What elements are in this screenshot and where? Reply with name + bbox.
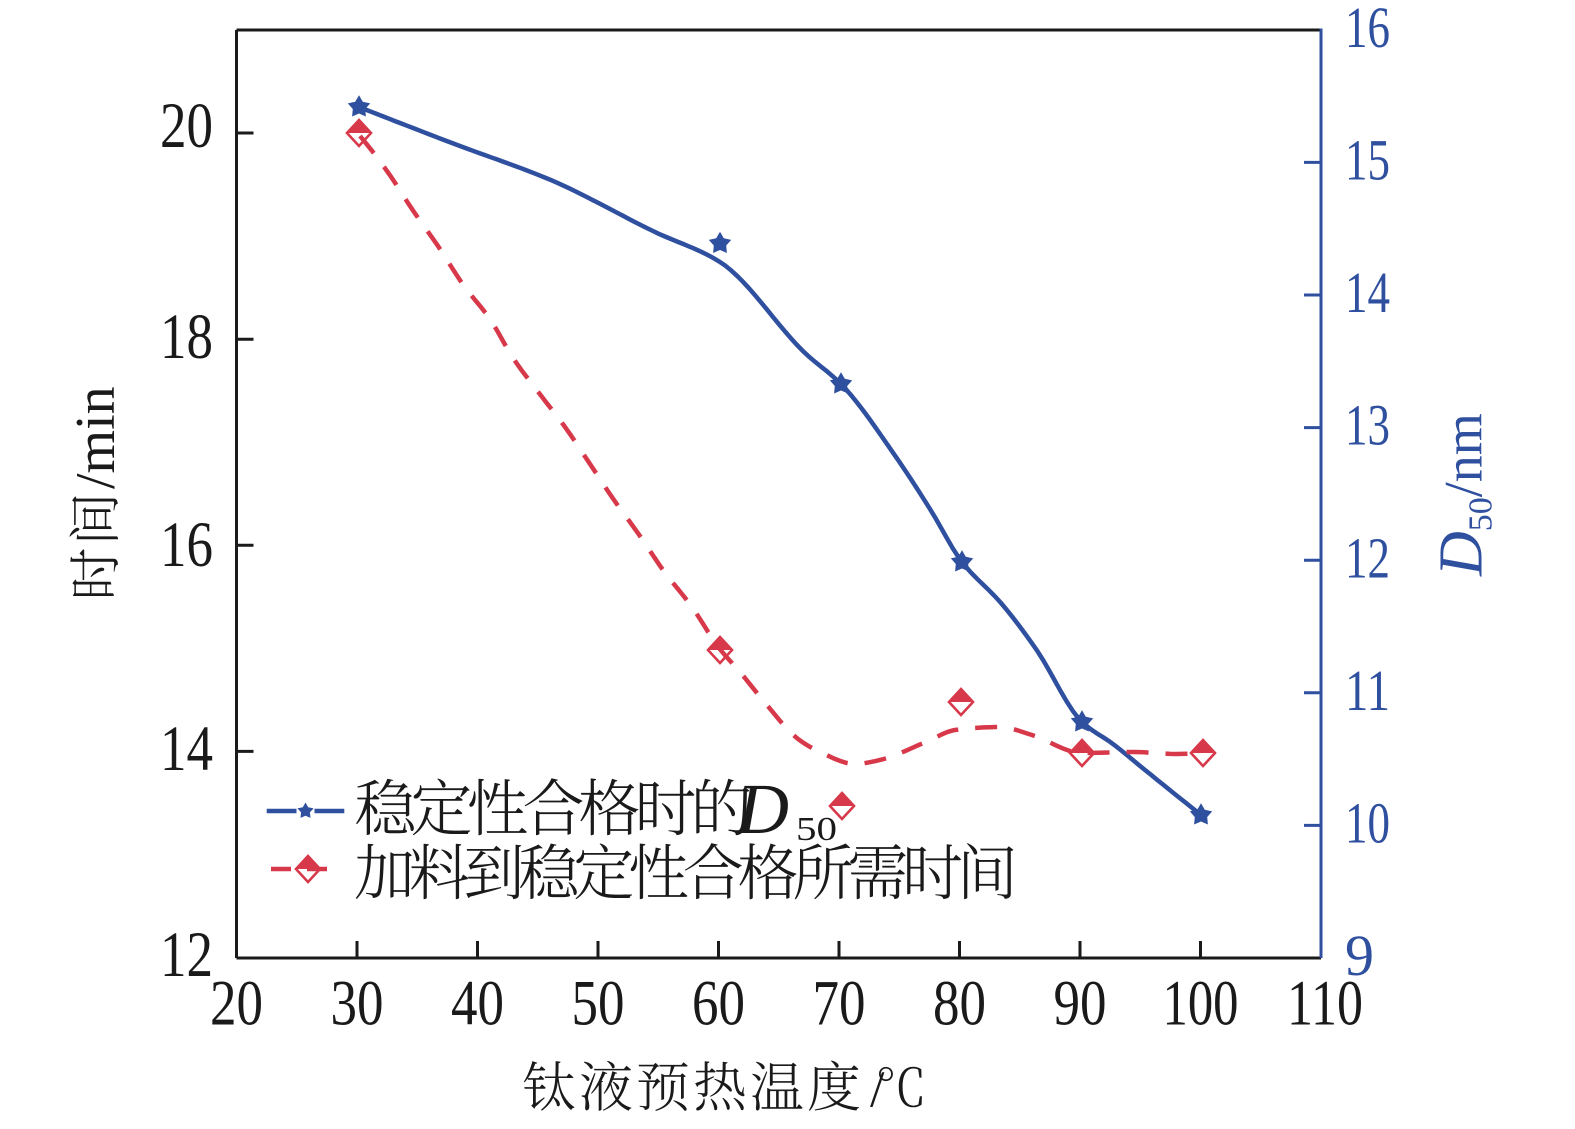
svg-text:11: 11: [1345, 658, 1390, 723]
svg-text:30: 30: [331, 968, 384, 1040]
svg-text:40: 40: [451, 968, 504, 1040]
svg-text:20: 20: [160, 90, 213, 162]
svg-text:110: 110: [1287, 968, 1363, 1040]
svg-text:/min: /min: [65, 386, 127, 489]
svg-text:/: /: [870, 1062, 885, 1119]
svg-text:13: 13: [1345, 393, 1390, 458]
svg-text:20: 20: [210, 968, 263, 1040]
svg-text:60: 60: [692, 968, 745, 1040]
svg-text:70: 70: [813, 968, 866, 1040]
svg-text:50: 50: [796, 811, 837, 848]
svg-text:12: 12: [1345, 525, 1390, 590]
svg-text:18: 18: [160, 301, 213, 373]
svg-text:14: 14: [160, 713, 213, 785]
svg-text:100: 100: [1163, 968, 1239, 1040]
svg-text:14: 14: [1345, 260, 1390, 325]
svg-text:80: 80: [933, 968, 986, 1040]
svg-text:12: 12: [160, 919, 213, 991]
svg-text:15: 15: [1345, 128, 1390, 193]
svg-text:16: 16: [1345, 0, 1390, 60]
svg-text:D50/nm: D50/nm: [1428, 413, 1500, 577]
svg-text:D: D: [736, 769, 789, 849]
svg-text:9: 9: [1345, 923, 1374, 988]
svg-text:90: 90: [1054, 968, 1107, 1040]
svg-text:50: 50: [572, 968, 625, 1040]
svg-text:16: 16: [160, 509, 213, 581]
svg-text:10: 10: [1345, 790, 1390, 855]
